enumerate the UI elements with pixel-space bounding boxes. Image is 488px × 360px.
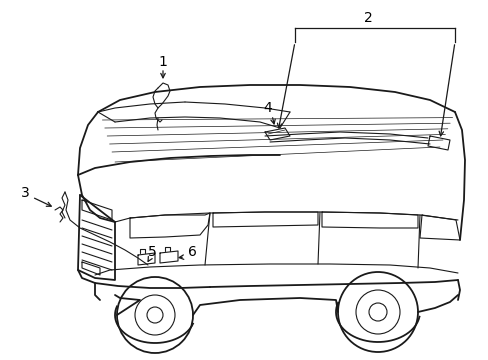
Text: 2: 2 <box>363 11 372 25</box>
Text: 4: 4 <box>263 101 272 115</box>
Text: 3: 3 <box>20 186 29 200</box>
Text: 5: 5 <box>147 245 156 259</box>
Text: 6: 6 <box>187 245 196 259</box>
Text: 1: 1 <box>158 55 167 69</box>
